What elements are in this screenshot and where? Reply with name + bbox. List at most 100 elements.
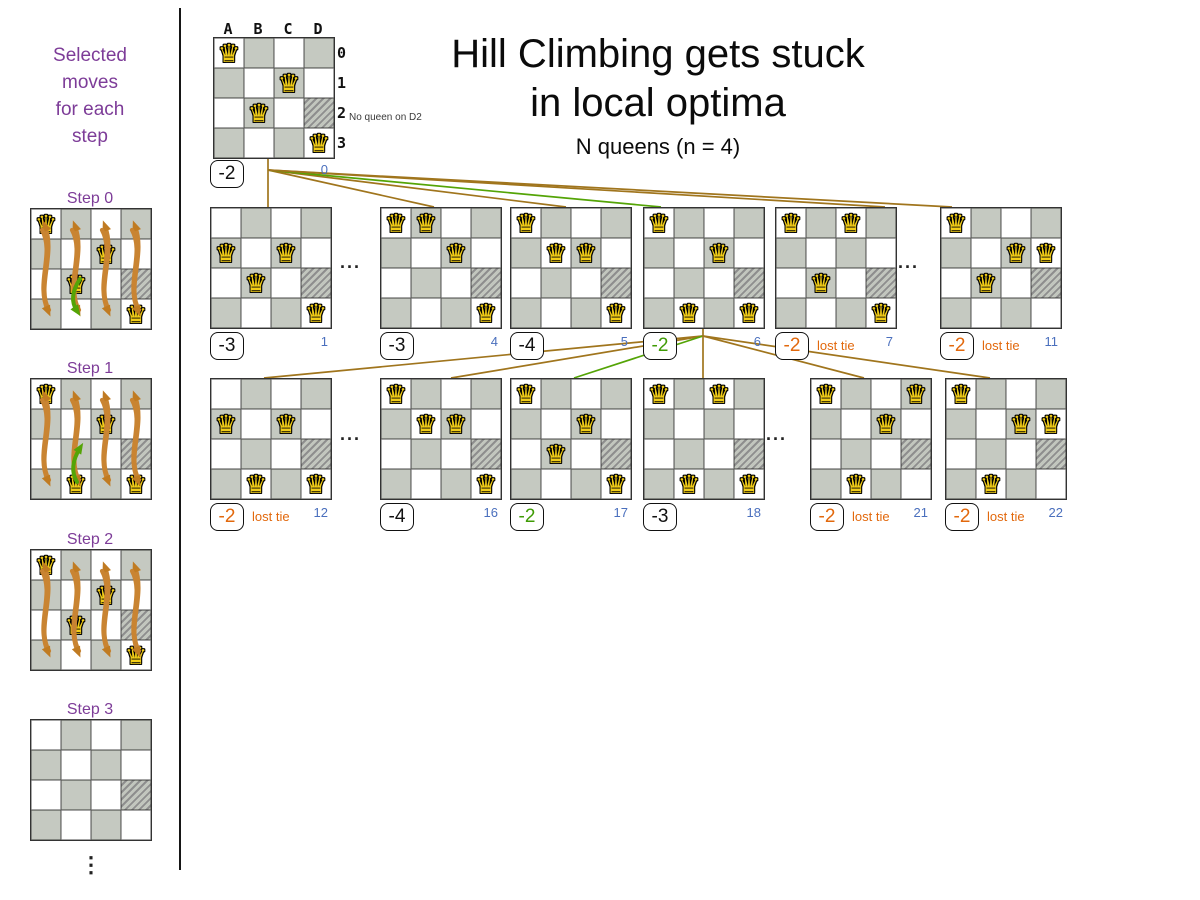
board-index: 17 (613, 505, 628, 520)
title-line-2: in local optima (530, 81, 786, 125)
queen-icon: ♛ (707, 379, 731, 409)
board-cell-C2 (704, 439, 734, 469)
board-cell-A1 (381, 238, 411, 268)
board-cell-A0 (31, 720, 61, 750)
board-cell-C0 (441, 379, 471, 409)
board-cell-B1 (241, 409, 271, 439)
sidebar-heading-line: step (72, 126, 108, 147)
board-cell-D3 (121, 810, 151, 840)
board-cell-A3 (31, 810, 61, 840)
queen-icon: ♛ (474, 298, 498, 328)
queen-icon: ♛ (839, 208, 863, 238)
board-cell-D1 (471, 409, 501, 439)
sidebar-heading-line: for each (55, 99, 125, 120)
candidate-board-7: ♛ ♛ ♛ ♛ (775, 207, 897, 329)
board-cell-B0 (411, 379, 441, 409)
queen-icon: ♛ (979, 469, 1003, 499)
board-cell-D1 (601, 238, 631, 268)
column-label: A (223, 20, 233, 38)
queen-icon: ♛ (214, 238, 238, 268)
board-cell-A2 (776, 268, 806, 298)
board-cell-D0 (601, 379, 631, 409)
board-cell-C3 (274, 128, 304, 158)
board-cell-A3 (644, 469, 674, 499)
candidate-board-18: ♛ ♛ ♛ ♛ (643, 378, 765, 500)
column-label: C (283, 20, 293, 38)
board-cell-B1 (841, 409, 871, 439)
board-cell-C2 (441, 439, 471, 469)
board-cell-A1 (644, 238, 674, 268)
subtitle: N queens (n = 4) (575, 134, 741, 159)
board-cell-D0 (304, 38, 334, 68)
board-cell-B0 (976, 379, 1006, 409)
board-cell-D3: ♛ (866, 298, 896, 328)
board-cell-D2 (601, 439, 631, 469)
board-cell-D0 (866, 208, 896, 238)
board-cell-D0 (471, 379, 501, 409)
score-badge: -2 (643, 332, 677, 360)
score-badge: -2 (510, 503, 544, 531)
title-block: Hill Climbing gets stuck in local optima… (368, 30, 948, 160)
board-cell-B3 (971, 298, 1001, 328)
queen-icon: ♛ (1039, 409, 1063, 439)
board-cell-A1 (946, 409, 976, 439)
board-cell-C3 (271, 298, 301, 328)
candidate-board-11: ♛ ♛ ♛ ♛ (940, 207, 1062, 329)
queen-icon: ♛ (384, 208, 408, 238)
board-cell-B0 (541, 379, 571, 409)
board-cell-A3 (211, 469, 241, 499)
board-cell-C3 (1006, 469, 1036, 499)
board-cell-C0 (271, 208, 301, 238)
board-index: 0 (320, 162, 328, 177)
board-cell-B0 (541, 208, 571, 238)
board-cell-C3 (441, 469, 471, 499)
board-cell-C1: ♛ (1001, 238, 1031, 268)
board-cell-B2 (241, 439, 271, 469)
board-cell-B2: ♛ (971, 268, 1001, 298)
board-cell-D1 (866, 238, 896, 268)
queen-icon: ♛ (474, 469, 498, 499)
queen-icon: ♛ (944, 208, 968, 238)
board-cell-B1 (806, 238, 836, 268)
board-cell-C3 (441, 298, 471, 328)
board-cell-A2 (811, 439, 841, 469)
tree-link (267, 169, 435, 208)
queen-icon: ♛ (444, 238, 468, 268)
board-cell-C2 (91, 780, 121, 810)
board-cell-D2 (866, 268, 896, 298)
queen-icon: ♛ (1034, 238, 1058, 268)
candidate-board-22: ♛ ♛ ♛ ♛ (945, 378, 1067, 500)
board-cell-C0 (704, 208, 734, 238)
board-cell-C3 (1001, 298, 1031, 328)
board-cell-D3: ♛ (734, 298, 764, 328)
queen-icon: ♛ (247, 98, 271, 128)
board-cell-A1: ♛ (211, 409, 241, 439)
queen-icon: ♛ (737, 469, 761, 499)
board-cell-A1 (644, 409, 674, 439)
board-cell-D1: ♛ (1031, 238, 1061, 268)
board-cell-B3: ♛ (841, 469, 871, 499)
board-index: 5 (620, 334, 628, 349)
board-cell-B0 (806, 208, 836, 238)
board-cell-A0: ♛ (941, 208, 971, 238)
queen-icon: ♛ (574, 238, 598, 268)
board-cell-B1 (244, 68, 274, 98)
board-cell-B3 (241, 298, 271, 328)
board-cell-D1 (301, 409, 331, 439)
board-cell-C1: ♛ (274, 68, 304, 98)
candidate-board-5: ♛ ♛ ♛ ♛ (510, 207, 632, 329)
board-cell-B3 (411, 469, 441, 499)
board-cell-C1: ♛ (871, 409, 901, 439)
board-cell-A2 (211, 439, 241, 469)
score-badge: -2 (210, 160, 244, 188)
board-cell-B0 (674, 379, 704, 409)
candidate-board-6: ♛ ♛ ♛ ♛ (643, 207, 765, 329)
board-cell-A3 (511, 469, 541, 499)
ellipsis: ... (898, 252, 920, 272)
board-cell-B0 (61, 720, 91, 750)
row-label: 0 (337, 44, 347, 62)
board-cell-C1: ♛ (271, 238, 301, 268)
candidate-board-21: ♛ ♛ ♛ ♛ (810, 378, 932, 500)
board-cell-B3: ♛ (674, 469, 704, 499)
board-cell-A3 (381, 469, 411, 499)
